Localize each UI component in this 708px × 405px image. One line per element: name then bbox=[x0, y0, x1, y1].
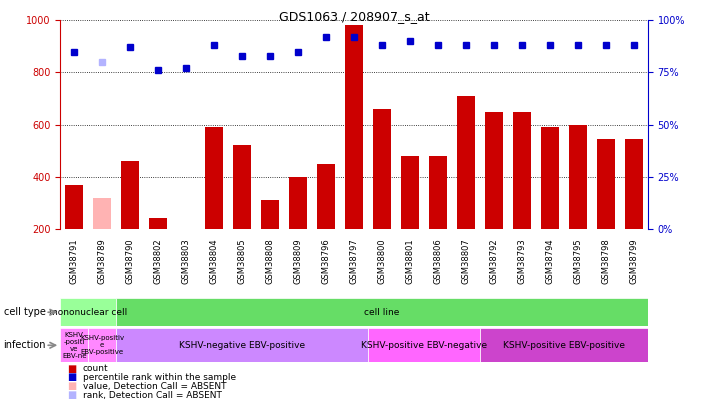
Text: GSM38790: GSM38790 bbox=[125, 238, 135, 284]
Text: GSM38806: GSM38806 bbox=[433, 238, 442, 284]
Text: value, Detection Call = ABSENT: value, Detection Call = ABSENT bbox=[83, 382, 227, 391]
Text: GSM38798: GSM38798 bbox=[601, 238, 610, 284]
Text: GSM38804: GSM38804 bbox=[210, 238, 219, 284]
Text: KSHV-negative EBV-positive: KSHV-negative EBV-positive bbox=[179, 341, 305, 350]
Bar bbox=[233, 145, 251, 229]
Text: infection: infection bbox=[4, 340, 46, 350]
Text: GSM38795: GSM38795 bbox=[573, 238, 583, 284]
Bar bbox=[60, 298, 116, 326]
Bar bbox=[368, 328, 480, 362]
Bar bbox=[289, 177, 307, 229]
Text: GSM38805: GSM38805 bbox=[238, 238, 246, 284]
Bar bbox=[373, 109, 391, 229]
Bar bbox=[345, 26, 363, 229]
Text: rank, Detection Call = ABSENT: rank, Detection Call = ABSENT bbox=[83, 391, 222, 400]
Text: GSM38796: GSM38796 bbox=[321, 238, 331, 284]
Bar bbox=[317, 164, 335, 229]
Text: percentile rank within the sample: percentile rank within the sample bbox=[83, 373, 236, 382]
Text: KSHV-positive EBV-negative: KSHV-positive EBV-negative bbox=[361, 341, 487, 350]
Text: GDS1063 / 208907_s_at: GDS1063 / 208907_s_at bbox=[279, 10, 429, 23]
Text: KSHV
-positi
ve
EBV-ne: KSHV -positi ve EBV-ne bbox=[62, 332, 86, 359]
Text: count: count bbox=[83, 364, 108, 373]
Bar bbox=[541, 127, 559, 229]
Bar bbox=[60, 328, 88, 362]
Text: ■: ■ bbox=[67, 382, 76, 391]
Bar bbox=[65, 185, 84, 229]
Text: GSM38801: GSM38801 bbox=[406, 238, 414, 284]
Text: GSM38809: GSM38809 bbox=[294, 238, 302, 284]
Text: GSM38797: GSM38797 bbox=[350, 238, 358, 284]
Bar bbox=[149, 218, 167, 229]
Text: GSM38794: GSM38794 bbox=[545, 238, 554, 284]
Bar bbox=[569, 125, 587, 229]
Text: cell line: cell line bbox=[365, 308, 400, 317]
Text: cell type: cell type bbox=[4, 307, 45, 317]
Bar bbox=[121, 161, 139, 229]
Text: GSM38800: GSM38800 bbox=[377, 238, 387, 284]
Text: GSM38799: GSM38799 bbox=[629, 238, 639, 284]
Bar bbox=[401, 156, 419, 229]
Text: GSM38802: GSM38802 bbox=[154, 238, 163, 284]
Bar bbox=[93, 198, 111, 229]
Bar bbox=[457, 96, 475, 229]
Bar bbox=[480, 328, 648, 362]
Text: KSHV-positiv
e
EBV-positive: KSHV-positiv e EBV-positive bbox=[80, 335, 124, 355]
Bar bbox=[624, 139, 643, 229]
Text: GSM38808: GSM38808 bbox=[266, 238, 275, 284]
Bar bbox=[116, 328, 368, 362]
Bar bbox=[485, 111, 503, 229]
Text: KSHV-positive EBV-positive: KSHV-positive EBV-positive bbox=[503, 341, 625, 350]
Bar bbox=[513, 111, 531, 229]
Text: ■: ■ bbox=[67, 364, 76, 373]
Text: GSM38793: GSM38793 bbox=[518, 238, 526, 284]
Bar bbox=[597, 139, 615, 229]
Text: GSM38789: GSM38789 bbox=[98, 238, 107, 284]
Bar bbox=[88, 328, 116, 362]
Text: ■: ■ bbox=[67, 373, 76, 382]
Text: GSM38792: GSM38792 bbox=[489, 238, 498, 284]
Text: GSM38807: GSM38807 bbox=[462, 238, 470, 284]
Text: GSM38803: GSM38803 bbox=[182, 238, 190, 284]
Text: GSM38791: GSM38791 bbox=[69, 238, 79, 284]
Bar bbox=[205, 127, 223, 229]
Bar bbox=[429, 156, 447, 229]
Bar bbox=[261, 200, 279, 229]
Text: ■: ■ bbox=[67, 390, 76, 400]
Text: mononuclear cell: mononuclear cell bbox=[49, 308, 127, 317]
